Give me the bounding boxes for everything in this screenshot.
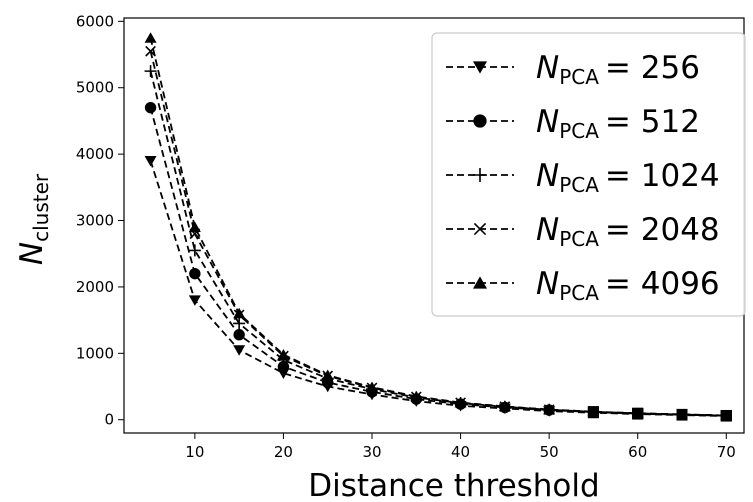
marker-triangle-up [498,400,511,412]
series-4096 [144,32,732,421]
legend-label-sub: PCA [559,281,599,305]
x-tick-label: 40 [451,443,470,461]
marker-plus [144,65,157,78]
legend-label: NPCA = 2048 [536,212,720,251]
y-axis-title-sub: cluster [29,173,53,242]
legend-item-256: NPCA = 256 [446,50,700,89]
marker-triangle-up [454,396,467,408]
marker-triangle-down [473,61,487,74]
y-tick-label: 4000 [76,145,114,163]
plot-marks [144,32,732,422]
marker-triangle-up [188,221,201,232]
marker-triangle-down [144,155,157,167]
series-line [149,70,727,417]
legend-label-base: N [536,266,559,302]
x-tick-label: 70 [717,443,736,461]
marker-plus [473,168,487,182]
x-tick-label: 10 [185,443,204,461]
legend-label: NPCA = 4096 [536,266,720,305]
legend-item-512: NPCA = 512 [446,104,700,143]
y-axis-title-base: N [14,242,50,265]
legend-label-base: N [536,158,559,194]
marker-circle [189,267,201,280]
marker-square [587,406,599,418]
y-tick-label: 2000 [76,278,114,296]
marker-triangle-down [188,295,201,306]
legend-label-base: N [536,212,559,248]
marker-circle [144,101,157,114]
marker-square [632,407,644,419]
marker-triangle-up [543,403,556,415]
marker-circle [473,114,487,128]
marker-triangle-up [366,381,378,392]
marker-triangle-down [233,345,246,356]
legend-label-value: = 512 [605,104,700,140]
series-line [149,37,727,417]
x-tick-label: 60 [628,443,647,461]
legend-label-base: N [536,104,559,140]
marker-triangle-up [473,276,487,289]
legend-item-4096: NPCA = 4096 [446,266,720,305]
marker-triangle-up [144,32,157,43]
legend-label-sub: PCA [559,119,599,143]
marker-plus [233,317,246,330]
marker-triangle-up [233,307,246,319]
x-tick-label: 50 [540,443,559,461]
y-tick-label: 5000 [76,79,114,97]
y-tick-label: 0 [104,411,114,429]
legend-label-base: N [536,50,559,86]
x-axis-title: Distance threshold [308,468,599,502]
y-tick-label: 6000 [76,12,114,30]
y-axis-title: Ncluster [14,173,53,265]
legend-label-sub: PCA [559,227,599,251]
legend-box [431,32,746,317]
y-tick-label: 3000 [76,212,114,230]
marker-square [676,408,688,420]
legend-item-2048: NPCA = 2048 [446,212,720,251]
legend-item-1024: NPCA = 1024 [446,158,720,197]
axis-ticks: 10 20 30 40 50 60 70 0 1000 2000 3000 4000 5000 6000 [76,12,736,461]
marker-triangle-up [321,369,334,381]
legend-label: NPCA = 512 [536,104,700,143]
legend-label-sub: PCA [559,65,599,89]
legend-label-sub: PCA [559,173,599,197]
y-tick-label: 1000 [76,344,114,362]
x-tick-label: 30 [362,443,381,461]
marker-triangle-up [277,348,290,360]
legend-label: NPCA = 1024 [536,158,720,197]
marker-circle [277,360,290,373]
legend-label-value: = 4096 [605,266,720,302]
marker-circle [233,329,245,341]
legend-label-value: = 256 [605,50,700,86]
legend-label-value: = 1024 [605,158,720,194]
marker-x [473,222,487,236]
marker-square [720,409,732,421]
marker-triangle-up [410,390,423,402]
series-line [149,160,727,417]
x-tick-label: 20 [274,443,293,461]
legend-label: NPCA = 256 [536,50,700,89]
marker-plus [188,244,201,257]
legend-label-value: = 2048 [605,212,720,248]
